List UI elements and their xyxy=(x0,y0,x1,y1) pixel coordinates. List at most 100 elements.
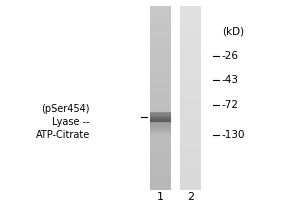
Bar xyxy=(180,176,201,181)
Bar xyxy=(150,176,171,181)
Bar xyxy=(150,75,171,80)
Bar xyxy=(180,70,201,75)
Bar xyxy=(150,122,171,123)
Bar xyxy=(150,79,171,84)
Text: -72: -72 xyxy=(222,100,239,110)
Bar xyxy=(150,129,171,130)
Bar xyxy=(150,114,171,116)
Bar xyxy=(180,89,201,93)
Bar xyxy=(180,181,201,185)
Bar xyxy=(150,131,171,132)
Bar xyxy=(150,126,171,127)
Bar xyxy=(150,171,171,176)
Bar xyxy=(180,125,201,130)
Bar xyxy=(180,29,201,34)
Bar xyxy=(180,116,201,121)
Bar xyxy=(150,20,171,24)
Bar xyxy=(150,134,171,135)
Bar xyxy=(150,33,171,38)
Bar xyxy=(150,15,171,20)
Bar xyxy=(150,115,171,117)
Bar xyxy=(150,70,171,75)
Bar xyxy=(150,130,171,131)
Bar xyxy=(180,66,201,70)
Bar xyxy=(180,130,201,135)
Bar xyxy=(150,132,171,133)
Bar xyxy=(180,121,201,126)
Text: -43: -43 xyxy=(222,75,239,85)
Bar xyxy=(150,120,171,122)
Bar xyxy=(180,43,201,47)
Bar xyxy=(150,43,171,47)
Bar xyxy=(180,139,201,144)
Bar xyxy=(180,38,201,43)
Bar xyxy=(180,171,201,176)
Bar xyxy=(180,167,201,172)
Bar xyxy=(150,124,171,125)
Bar xyxy=(150,10,171,15)
Bar xyxy=(180,24,201,29)
Bar xyxy=(150,38,171,43)
Bar xyxy=(150,127,171,128)
Bar xyxy=(180,56,201,61)
Bar xyxy=(180,47,201,52)
Bar xyxy=(150,116,171,121)
Bar xyxy=(150,98,171,103)
Bar xyxy=(150,118,171,119)
Bar xyxy=(150,56,171,61)
Bar xyxy=(180,93,201,98)
Bar xyxy=(150,47,171,52)
Bar xyxy=(180,107,201,112)
Bar xyxy=(150,123,171,124)
Bar xyxy=(180,75,201,80)
Bar xyxy=(180,61,201,66)
Bar xyxy=(180,162,201,167)
Bar xyxy=(150,128,171,129)
Bar xyxy=(180,33,201,38)
Bar xyxy=(150,130,171,135)
Text: (kD): (kD) xyxy=(222,27,244,37)
Bar xyxy=(150,117,171,118)
Bar xyxy=(150,158,171,162)
Text: (pSer454): (pSer454) xyxy=(41,104,90,114)
Bar xyxy=(150,123,171,124)
Bar xyxy=(180,144,201,149)
Bar xyxy=(150,139,171,144)
Bar xyxy=(150,148,171,153)
Bar xyxy=(150,102,171,107)
Text: -26: -26 xyxy=(222,51,239,61)
Bar xyxy=(180,158,201,162)
Bar xyxy=(180,135,201,139)
Bar xyxy=(180,185,201,190)
Bar xyxy=(150,107,171,112)
Bar xyxy=(180,6,201,11)
Text: -130: -130 xyxy=(222,130,245,140)
Bar xyxy=(180,52,201,57)
Bar xyxy=(150,119,171,121)
Bar xyxy=(180,84,201,89)
Bar xyxy=(150,52,171,57)
Bar xyxy=(150,153,171,158)
Text: Lyase --: Lyase -- xyxy=(52,117,90,127)
Bar xyxy=(150,129,171,131)
Bar xyxy=(180,10,201,15)
Bar xyxy=(150,61,171,66)
Bar xyxy=(180,148,201,153)
Bar xyxy=(180,15,201,20)
Bar xyxy=(150,24,171,29)
Bar xyxy=(150,66,171,70)
Bar xyxy=(180,102,201,107)
Bar xyxy=(150,133,171,134)
Bar xyxy=(180,20,201,24)
Bar xyxy=(150,121,171,126)
Bar xyxy=(150,135,171,139)
Text: 2: 2 xyxy=(187,192,194,200)
Bar xyxy=(150,181,171,185)
Bar xyxy=(150,162,171,167)
Bar xyxy=(150,84,171,89)
Bar xyxy=(180,153,201,158)
Bar xyxy=(150,113,171,114)
Bar xyxy=(150,144,171,149)
Bar xyxy=(150,112,171,113)
Bar xyxy=(150,89,171,93)
